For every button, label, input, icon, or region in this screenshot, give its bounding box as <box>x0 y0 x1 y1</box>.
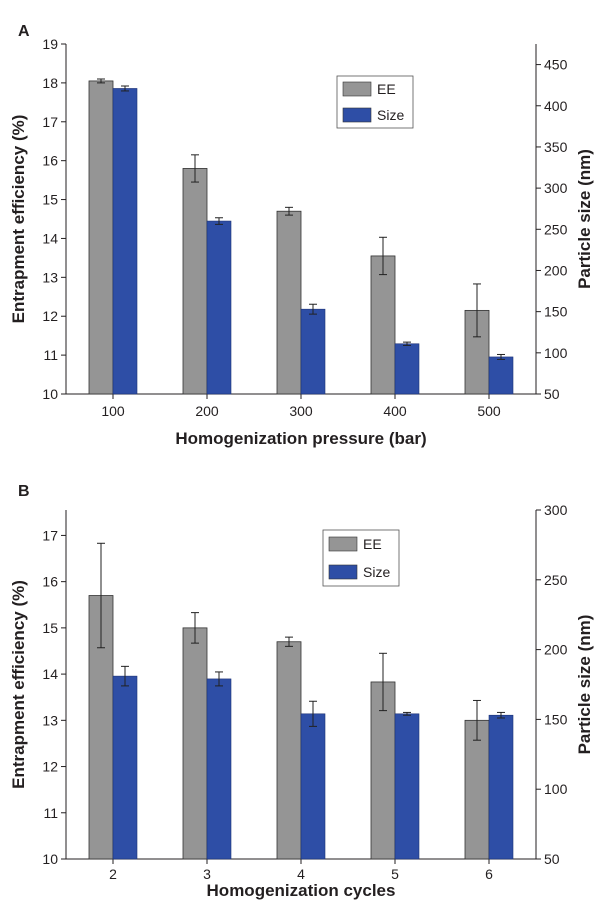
legend: EE Size <box>322 529 400 587</box>
ee-bar <box>464 719 490 860</box>
left-tick-label: 10 <box>42 851 58 867</box>
left-tick-label: 19 <box>42 36 58 52</box>
size-bar <box>300 308 326 395</box>
x-tick-label: 4 <box>297 866 305 882</box>
right-tick-label: 200 <box>544 262 568 278</box>
ee-bar <box>276 641 302 860</box>
size-bar <box>300 713 326 860</box>
x-tick-label: 2 <box>109 866 117 882</box>
ee-bar <box>88 80 114 395</box>
size-bar <box>112 675 138 860</box>
legend-label-ee: EE <box>363 536 382 552</box>
left-tick-label: 17 <box>42 114 58 130</box>
right-tick-label: 450 <box>544 57 568 73</box>
legend: EE Size <box>336 75 414 129</box>
right-tick-label: 100 <box>544 345 568 361</box>
left-tick-label: 17 <box>42 527 58 543</box>
size-bar <box>394 713 420 860</box>
right-tick-label: 350 <box>544 139 568 155</box>
chart-panel-a: A 10 11 12 13 14 15 16 17 18 19 50 100 150 200 250 300 35… <box>9 23 594 448</box>
left-axis-title: Entrapment efficiency (%) <box>9 580 28 789</box>
x-tick-label: 400 <box>383 403 407 419</box>
right-tick-label: 400 <box>544 98 568 114</box>
left-tick-label: 15 <box>42 192 58 208</box>
size-bar <box>488 356 514 395</box>
size-bar <box>112 88 138 395</box>
legend-swatch-size <box>328 564 358 580</box>
left-axis-title: Entrapment efficiency (%) <box>9 115 28 324</box>
right-tick-label: 50 <box>544 386 560 402</box>
size-bar <box>488 714 514 860</box>
left-tick-label: 14 <box>42 230 58 246</box>
x-tick-label: 3 <box>203 866 211 882</box>
right-tick-label: 150 <box>544 711 568 727</box>
right-tick-label: 100 <box>544 781 568 797</box>
left-tick-label: 13 <box>42 269 58 285</box>
left-tick-label: 13 <box>42 712 58 728</box>
right-tick-label: 50 <box>544 851 560 867</box>
x-tick-label: 300 <box>289 403 313 419</box>
x-tick-label: 500 <box>477 403 501 419</box>
right-tick-label: 250 <box>544 221 568 237</box>
legend-label-ee: EE <box>377 81 396 97</box>
right-axis-title: Particle size (nm) <box>575 149 594 289</box>
legend-swatch-size <box>342 107 372 123</box>
size-bar <box>206 678 232 860</box>
legend-label-size: Size <box>363 564 390 580</box>
legend-swatch-ee <box>328 536 358 552</box>
ee-bar <box>276 210 302 395</box>
x-tick-label: 200 <box>195 403 219 419</box>
ee-bar <box>370 255 396 395</box>
left-tick-label: 10 <box>42 386 58 402</box>
legend-swatch-ee <box>342 81 372 97</box>
panel-label: B <box>18 483 30 500</box>
right-tick-label: 300 <box>544 180 568 196</box>
left-tick-label: 16 <box>42 153 58 169</box>
right-tick-label: 300 <box>544 502 568 518</box>
right-tick-label: 200 <box>544 642 568 658</box>
right-axis-title: Particle size (nm) <box>575 615 594 755</box>
right-tick-label: 150 <box>544 304 568 320</box>
x-tick-label: 5 <box>391 866 399 882</box>
x-axis-title: Homogenization cycles <box>207 881 396 900</box>
ee-bar <box>182 627 208 860</box>
left-tick-label: 11 <box>43 805 58 821</box>
chart-panel-b: B 10 11 12 13 14 15 16 17 50 100 150 200 250 300 2 3 4 5 6 E… <box>9 483 594 900</box>
legend-label-size: Size <box>377 107 404 123</box>
left-tick-label: 12 <box>42 308 58 324</box>
right-tick-label: 250 <box>544 572 568 588</box>
size-bar <box>394 343 420 395</box>
x-tick-label: 6 <box>485 866 493 882</box>
left-tick-label: 16 <box>42 574 58 590</box>
size-bar <box>206 220 232 395</box>
x-axis-title: Homogenization pressure (bar) <box>175 429 426 448</box>
left-tick-label: 14 <box>42 666 58 682</box>
x-tick-label: 100 <box>101 403 125 419</box>
left-tick-label: 18 <box>42 75 58 91</box>
panel-label: A <box>18 23 30 40</box>
left-tick-label: 15 <box>42 620 58 636</box>
left-tick-label: 11 <box>43 347 58 363</box>
ee-bar <box>370 681 396 860</box>
left-tick-label: 12 <box>42 759 58 775</box>
ee-bar <box>182 168 208 395</box>
